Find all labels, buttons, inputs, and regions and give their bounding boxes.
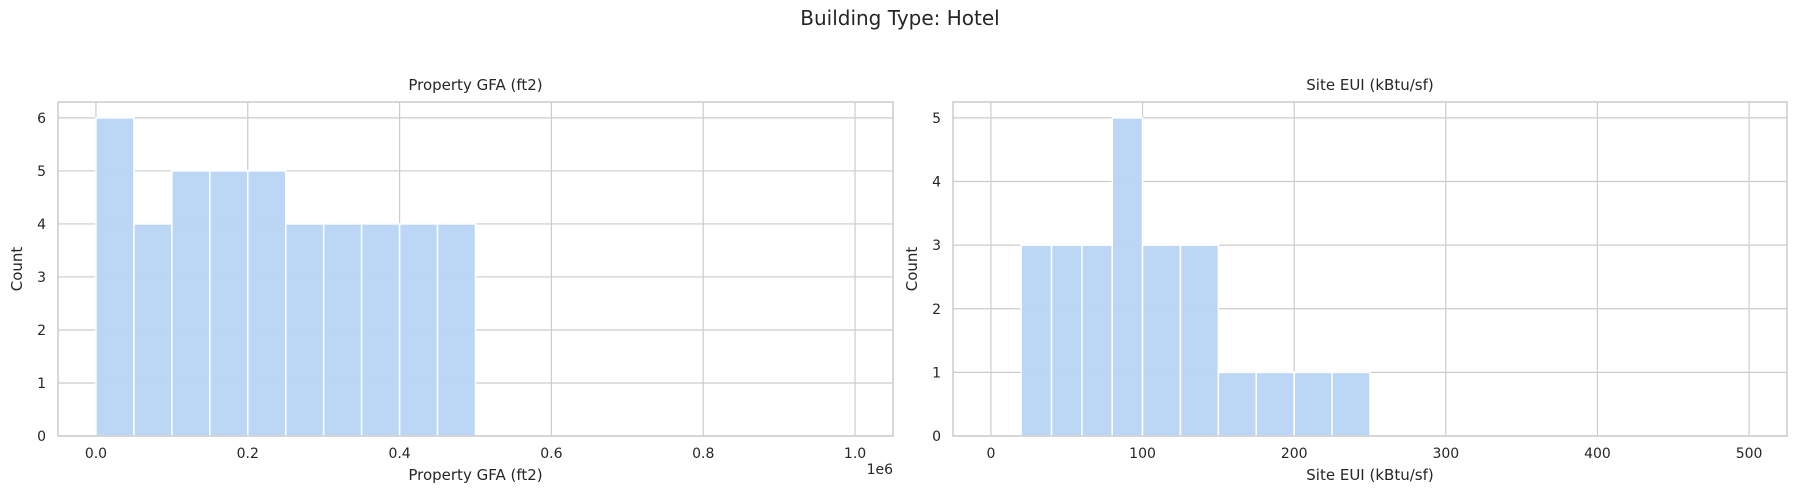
histogram-bar — [1293, 371, 1333, 437]
histogram-bar — [1179, 244, 1220, 437]
axes-frame — [952, 101, 1788, 437]
y-tick-label: 0 — [932, 429, 941, 445]
y-axis-label: Count — [8, 247, 26, 292]
y-tick-label: 0 — [37, 429, 46, 445]
x-tick-label: 200 — [1281, 446, 1308, 462]
histogram-bar — [1111, 117, 1144, 437]
x-tick-label: 0.2 — [237, 446, 259, 462]
x-tick-label: 400 — [1584, 446, 1611, 462]
y-tick-label: 2 — [37, 323, 46, 339]
histogram-bar — [171, 170, 211, 437]
y-tick-label: 5 — [932, 111, 941, 127]
histogram-bar — [1217, 371, 1258, 437]
y-tick-label: 2 — [932, 302, 941, 318]
histogram-bar — [247, 170, 287, 437]
x-tick-label: 500 — [1736, 446, 1763, 462]
y-tick-label: 3 — [37, 270, 46, 286]
histogram-bar — [1331, 371, 1371, 437]
axes-frame — [57, 101, 894, 437]
x-tick-label: 300 — [1432, 446, 1459, 462]
x-tick-label: 0.0 — [85, 446, 107, 462]
x-tick-label: 0.8 — [692, 446, 714, 462]
y-axis-label: Count — [903, 247, 921, 292]
histogram-bar — [209, 170, 249, 437]
y-tick-label: 6 — [37, 111, 46, 127]
x-tick-label: 0.4 — [388, 446, 410, 462]
y-tick-label: 3 — [932, 238, 941, 254]
histogram-bar — [398, 223, 439, 437]
y-tick-label: 1 — [932, 365, 941, 381]
histogram-bar — [322, 223, 363, 437]
x-axis-label: Property GFA (ft2) — [408, 466, 542, 484]
x-tick-label: 0 — [986, 446, 995, 462]
x-axis-label: Site EUI (kBtu/sf) — [1306, 466, 1433, 484]
chart-panel-1: 0.0 0.2 0.4 0.6 0.8 1.0 0 1 2 3 4 5 6 Property GFA (f… — [8, 76, 894, 484]
x-offset-label: 1e6 — [867, 462, 894, 478]
x-tick-label: 1.0 — [844, 446, 866, 462]
chart-title: Property GFA (ft2) — [408, 76, 542, 94]
chart-panel-2: 0 100 200 300 400 500 0 1 2 3 4 5 Site EUI (kBtu/sf)… — [903, 76, 1788, 484]
histogram-bar — [95, 117, 135, 437]
histogram-bar — [1050, 244, 1083, 437]
chart-title: Site EUI (kBtu/sf) — [1306, 76, 1433, 94]
histogram-bar — [1255, 371, 1295, 437]
histogram-bar — [284, 223, 325, 437]
figure-suptitle: Building Type: Hotel — [800, 6, 1000, 30]
y-tick-label: 4 — [37, 217, 46, 233]
y-tick-label: 1 — [37, 376, 46, 392]
histogram-bar — [360, 223, 401, 437]
histogram-bar — [1020, 244, 1053, 437]
y-tick-label: 5 — [37, 164, 46, 180]
histogram-bar — [436, 223, 477, 437]
x-tick-label: 100 — [1129, 446, 1156, 462]
histogram-bar — [1141, 244, 1182, 437]
histogram-bar — [133, 223, 173, 437]
histogram-bar — [1081, 244, 1113, 437]
y-tick-label: 4 — [932, 175, 941, 191]
x-tick-label: 0.6 — [540, 446, 562, 462]
